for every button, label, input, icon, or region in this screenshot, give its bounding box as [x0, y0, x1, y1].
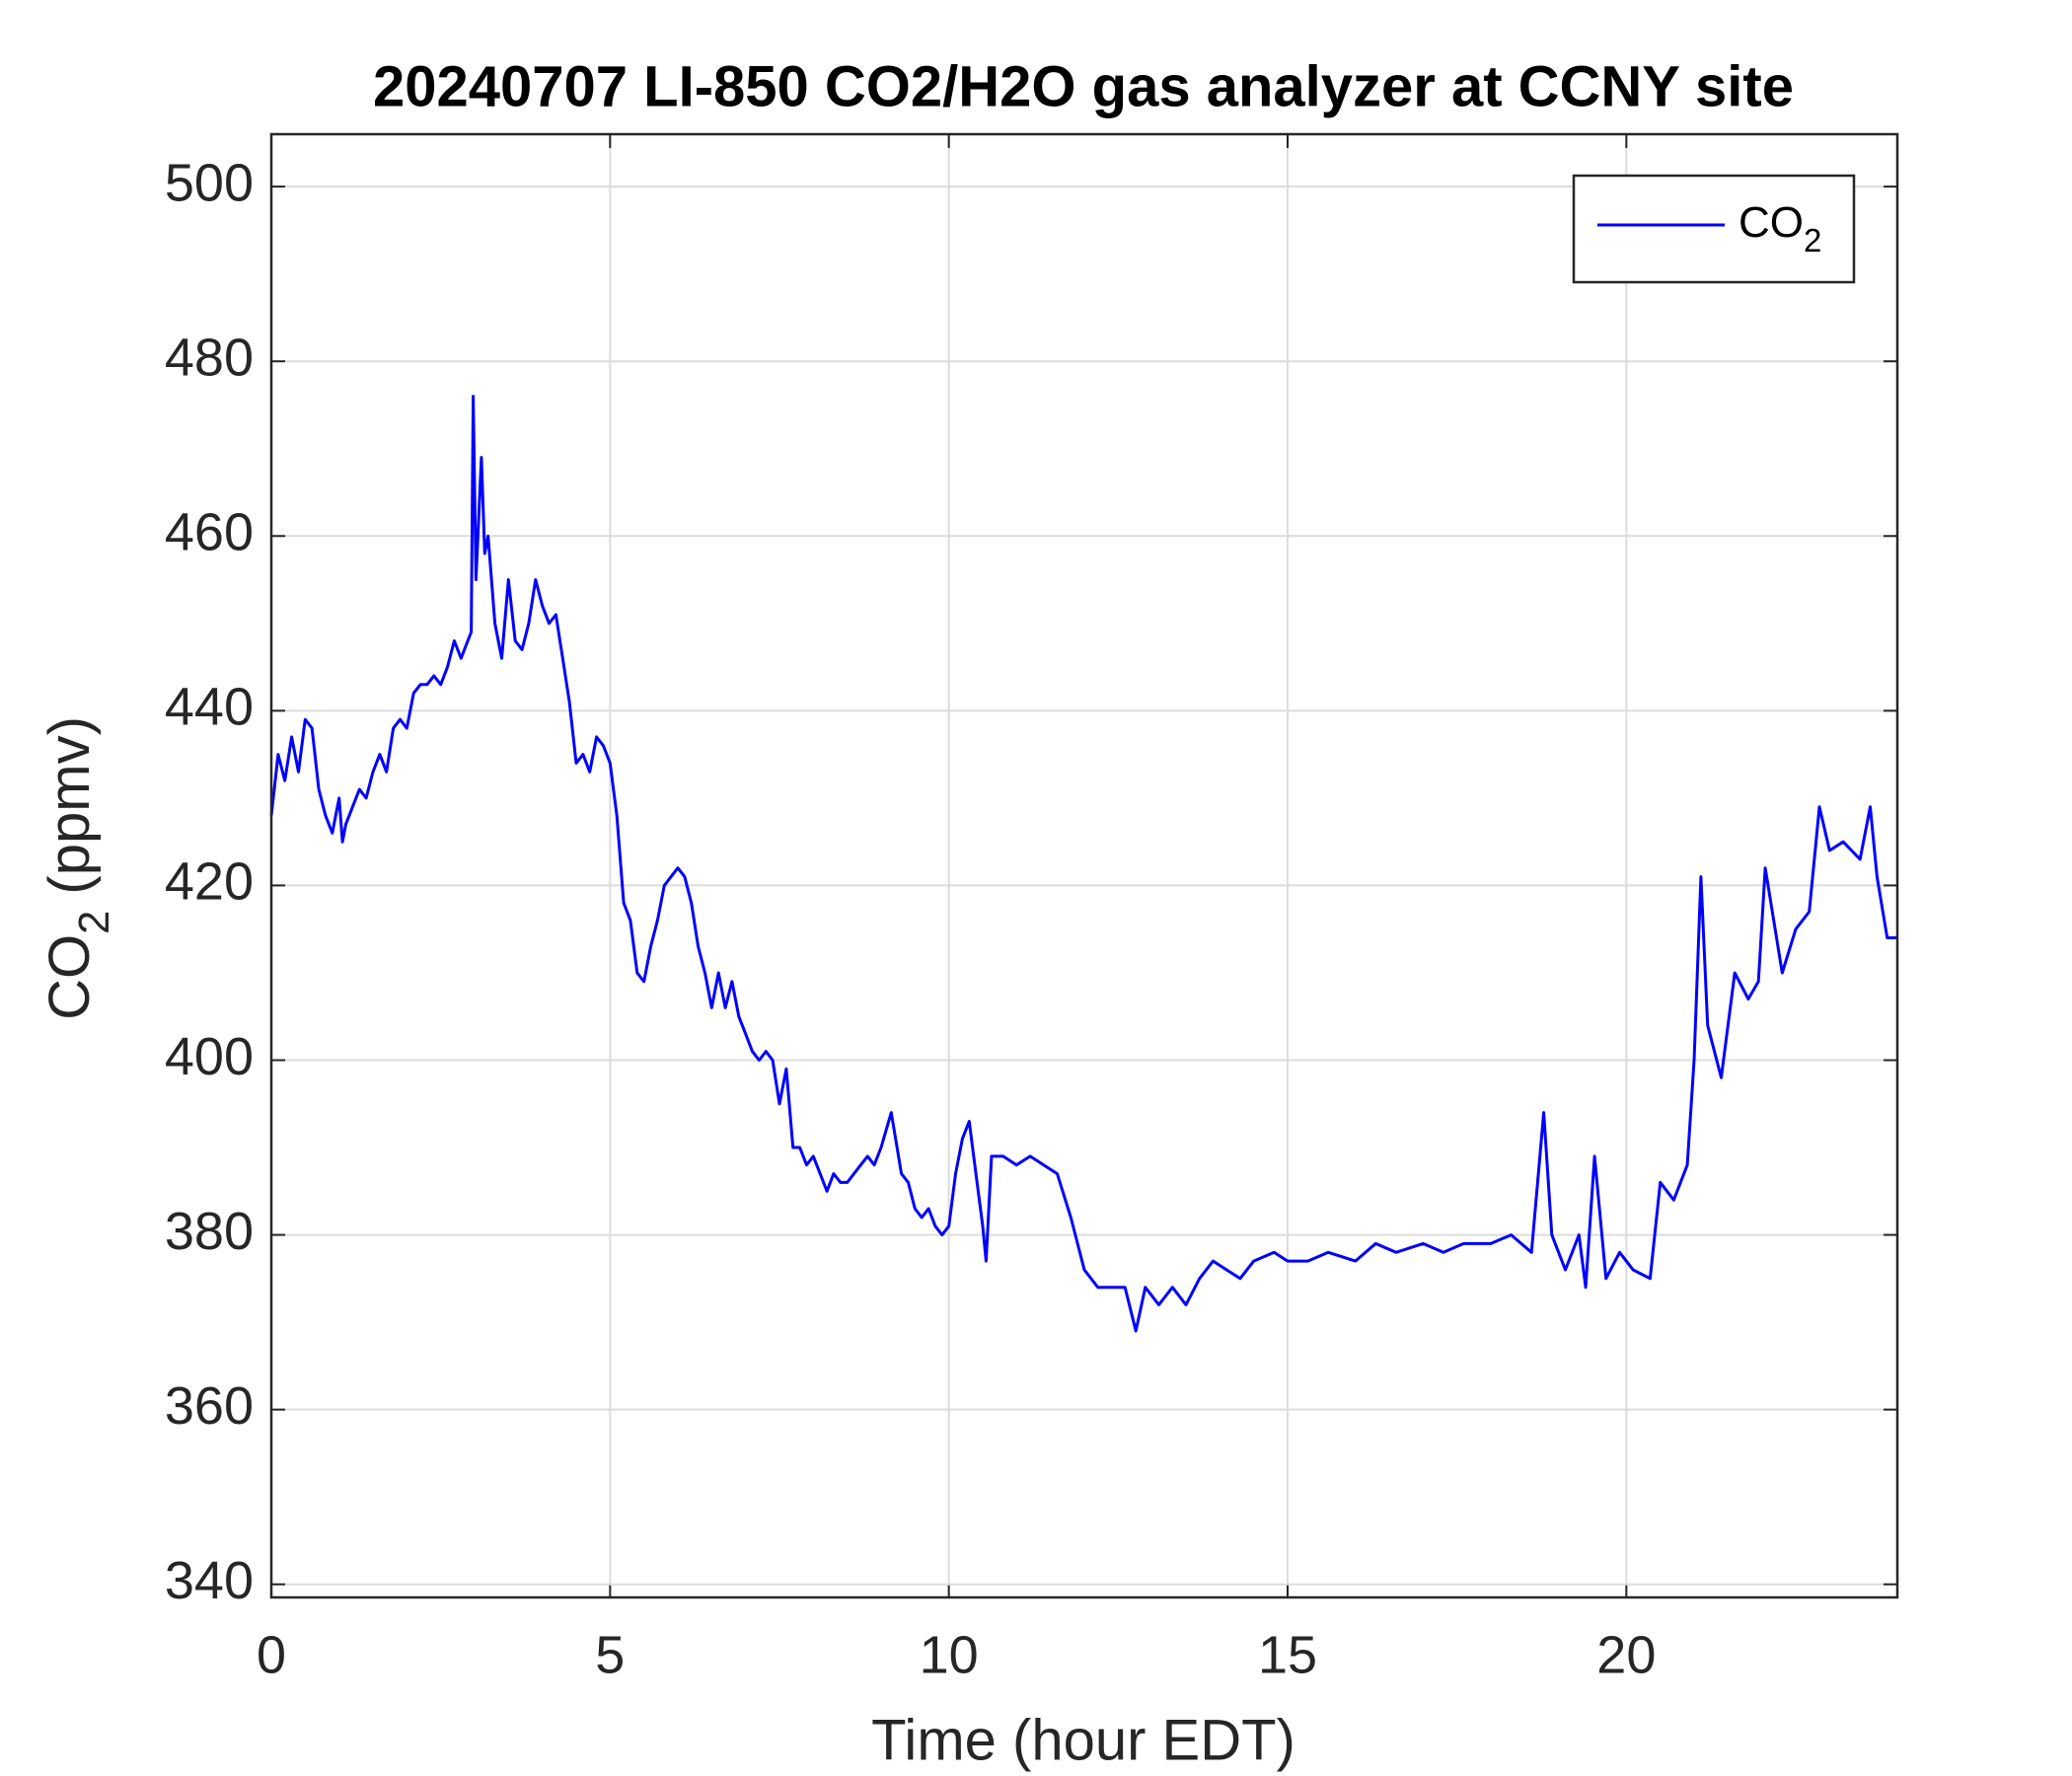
y-tick-label: 440 [165, 678, 254, 737]
y-tick-label: 480 [165, 328, 254, 387]
y-axis-label: CO2 (ppmv) [37, 716, 118, 1020]
x-tick-label: 5 [595, 1625, 625, 1684]
data-line [269, 395, 1897, 1333]
y-tick-label: 460 [165, 503, 254, 562]
y-tick-label: 380 [165, 1202, 254, 1261]
x-axis-label: Time (hour EDT) [871, 1708, 1295, 1772]
x-tick-label: 15 [1258, 1625, 1317, 1684]
x-tick-label: 20 [1596, 1625, 1656, 1684]
y-tick-label: 360 [165, 1376, 254, 1436]
y-tick-label: 340 [165, 1551, 254, 1610]
x-tick-label: 10 [920, 1625, 979, 1684]
axes-box [269, 132, 1899, 1599]
plot-area [271, 134, 1897, 1597]
y-tick-label: 420 [165, 852, 254, 912]
chart-title: 20240707 LI-850 CO2/H2O gas analyzer at … [373, 54, 1794, 118]
legend-label: CO2 [1739, 198, 1821, 259]
legend-box [1572, 174, 1856, 284]
y-tick-label: 500 [165, 153, 254, 212]
y-tick-label: 400 [165, 1027, 254, 1086]
x-tick-label: 0 [257, 1625, 286, 1684]
